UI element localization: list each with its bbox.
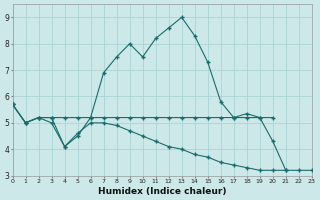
X-axis label: Humidex (Indice chaleur): Humidex (Indice chaleur) [98, 187, 227, 196]
